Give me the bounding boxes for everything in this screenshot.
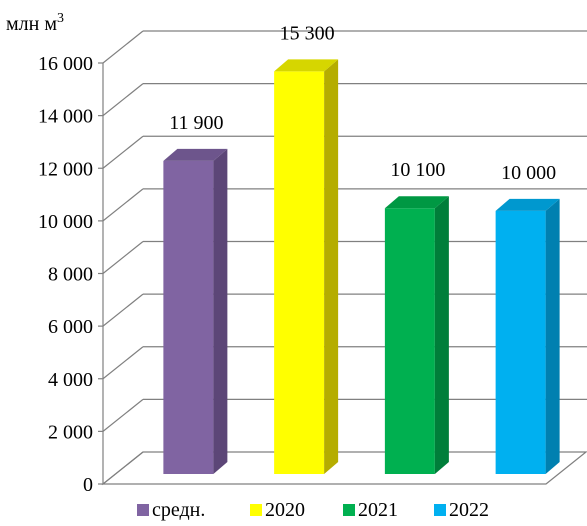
y-axis-ticks: 0 2 000 4 000 6 000 8 000 10 000 12 000 14 000 1… bbox=[38, 53, 103, 496]
bar-2020 bbox=[274, 59, 339, 474]
bar-top bbox=[495, 198, 560, 211]
left-wall-edge bbox=[102, 63, 144, 486]
bar-front bbox=[384, 208, 435, 474]
gridline-diagonal bbox=[102, 346, 144, 380]
legend-item: 2021 bbox=[343, 499, 398, 521]
data-label: 10 000 bbox=[501, 162, 556, 184]
bar-front bbox=[495, 210, 546, 474]
bar-front bbox=[274, 71, 325, 474]
legend-swatch bbox=[250, 504, 262, 516]
gridline-diagonal bbox=[102, 83, 144, 117]
bar-средн. bbox=[163, 148, 228, 474]
bar-top bbox=[384, 196, 449, 209]
unit-text: млн м bbox=[6, 13, 57, 35]
bar-2021 bbox=[384, 196, 449, 474]
data-label: 11 900 bbox=[169, 112, 223, 134]
gridline-diagonal bbox=[102, 293, 144, 327]
y-tick-label: 10 000 bbox=[38, 211, 93, 233]
unit-superscript: 3 bbox=[57, 11, 64, 26]
legend-label: 2022 bbox=[449, 499, 489, 521]
bar-top bbox=[274, 59, 339, 72]
legend-swatch bbox=[343, 504, 355, 516]
bars bbox=[163, 59, 560, 474]
y-tick-label: 4 000 bbox=[48, 369, 93, 391]
floor-outline bbox=[101, 451, 587, 485]
bar-2022 bbox=[495, 198, 560, 474]
gridline-diagonal bbox=[102, 188, 144, 222]
gridline-diagonal bbox=[102, 241, 144, 274]
data-label: 15 300 bbox=[280, 22, 335, 44]
bar-top bbox=[163, 148, 228, 161]
y-tick-label: 0 bbox=[83, 474, 93, 496]
bar-side bbox=[324, 59, 339, 474]
gridline-diagonal bbox=[102, 30, 144, 64]
legend-item: средн. bbox=[137, 499, 205, 521]
legend-label: средн. bbox=[152, 499, 205, 521]
bar-side bbox=[434, 196, 449, 474]
bar-side bbox=[545, 198, 560, 474]
gridline-diagonal bbox=[102, 135, 144, 169]
legend-item: 2022 bbox=[434, 499, 489, 521]
bar-front bbox=[163, 160, 214, 474]
legend: средн. 2020 2021 2022 bbox=[137, 499, 489, 521]
y-axis-unit-label: млн м3 bbox=[6, 11, 64, 35]
gridline-diagonal bbox=[102, 398, 144, 432]
legend-swatch bbox=[137, 504, 149, 516]
bar-side bbox=[213, 148, 228, 474]
legend-label: 2021 bbox=[358, 499, 398, 521]
y-tick-label: 2 000 bbox=[48, 421, 93, 443]
legend-label: 2020 bbox=[265, 499, 305, 521]
y-tick-label: 8 000 bbox=[48, 264, 93, 286]
legend-swatch bbox=[434, 504, 446, 516]
legend-item: 2020 bbox=[250, 499, 305, 521]
y-tick-label: 16 000 bbox=[38, 53, 93, 75]
y-tick-label: 6 000 bbox=[48, 316, 93, 338]
y-tick-label: 12 000 bbox=[38, 158, 93, 180]
y-tick-label: 14 000 bbox=[38, 106, 93, 128]
data-labels: 11 900 15 300 10 100 10 000 bbox=[169, 22, 556, 183]
data-label: 10 100 bbox=[390, 159, 445, 181]
